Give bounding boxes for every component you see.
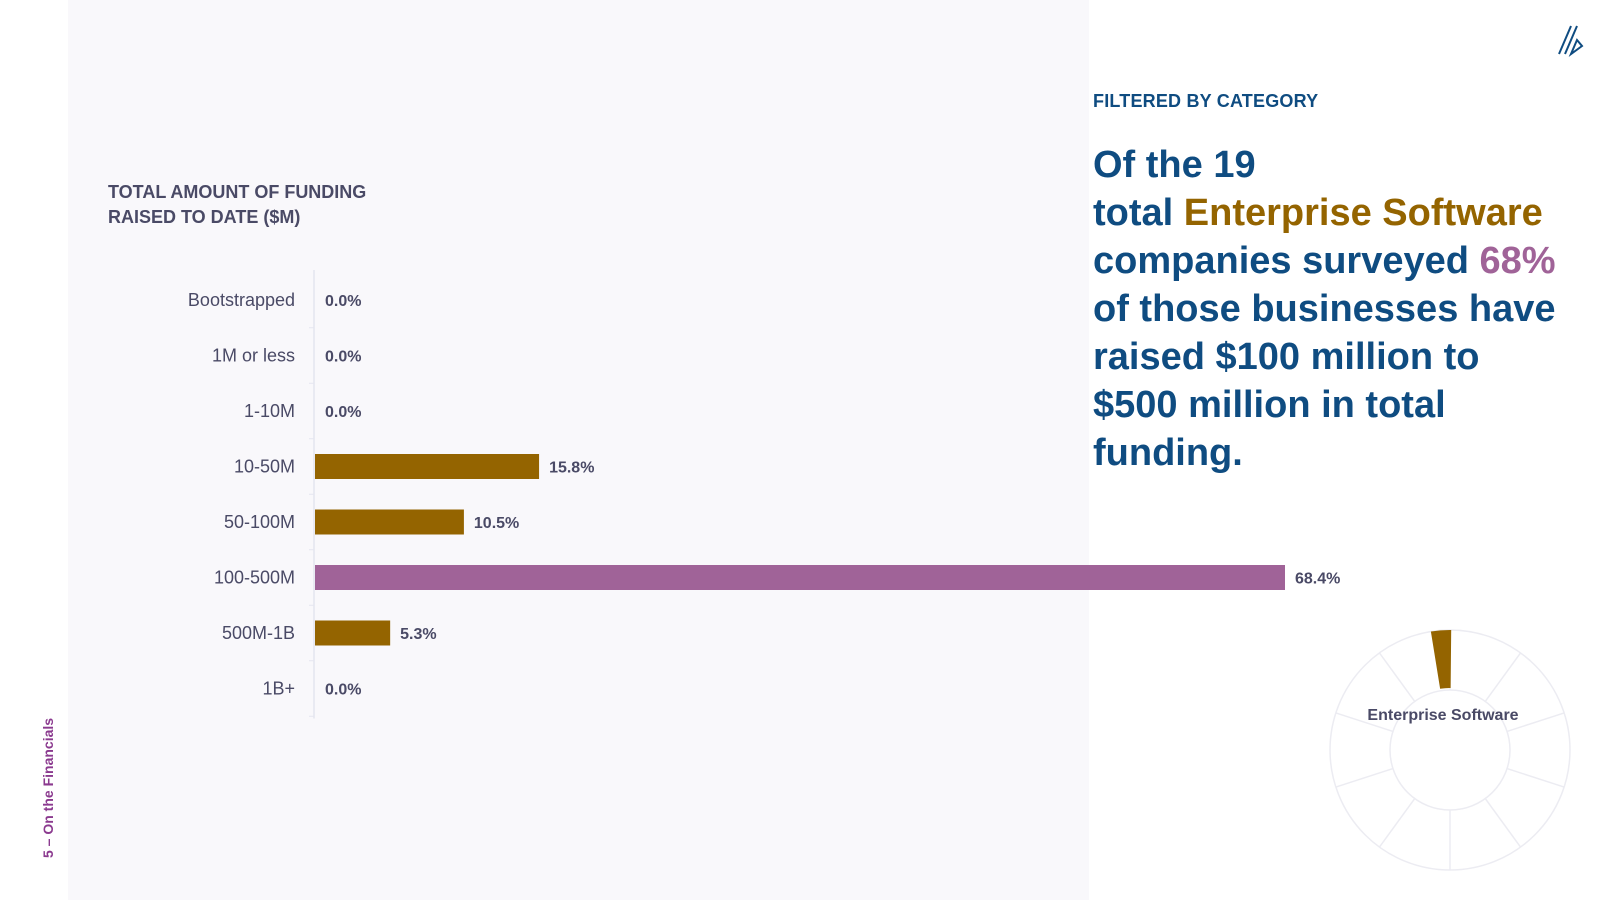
donut-outer-ring: [1329, 629, 1571, 871]
donut-highlight-segment: [1430, 630, 1452, 689]
category-label: 1-10M: [244, 401, 295, 421]
donut-divider: [1484, 798, 1522, 848]
headline-part1: Of the 19: [1093, 144, 1256, 186]
bar: [315, 454, 540, 479]
headline-part3: companies surveyed: [1093, 240, 1480, 282]
donut-divider: [1506, 712, 1565, 733]
category-donut: [1329, 629, 1571, 871]
value-label: 0.0%: [325, 404, 361, 421]
category-label: 10-50M: [234, 457, 295, 477]
value-label: 10.5%: [474, 515, 519, 532]
donut-divider: [1506, 767, 1565, 788]
value-label: 0.0%: [325, 682, 361, 699]
bar: [315, 620, 391, 646]
filter-label: FILTERED BY CATEGORY: [1093, 91, 1319, 111]
headline-category: Enterprise Software: [1183, 192, 1543, 234]
chart-title: TOTAL AMOUNT OF FUNDING RAISED TO DATE (…: [108, 182, 367, 227]
headline-part4: of those businesses have raised $100 mil…: [1093, 288, 1556, 474]
category-label: 100-500M: [214, 568, 295, 588]
category-label: 1B+: [262, 679, 295, 699]
headline-percent: 68%: [1479, 240, 1556, 282]
category-label: Bootstrapped: [188, 290, 295, 310]
headline-part2: total: [1093, 192, 1184, 234]
logo-icon: [1558, 25, 1584, 57]
donut-divider: [1378, 652, 1416, 702]
donut-divider: [1484, 652, 1522, 702]
category-label: 500M-1B: [222, 623, 295, 643]
donut-divider: [1335, 767, 1394, 788]
funding-bar-chart: Bootstrapped 0.0% 1M or less 0.0% 1-10M 0.0% 1…: [188, 270, 1340, 719]
category-label: 50-100M: [224, 512, 295, 532]
value-label: 5.3%: [400, 626, 436, 643]
bar: [315, 509, 464, 535]
chart-panel: [68, 0, 1089, 900]
bar: [315, 565, 1285, 590]
value-label: 0.0%: [325, 293, 361, 310]
donut-divider: [1378, 798, 1416, 848]
value-label: 68.4%: [1295, 571, 1340, 588]
donut-divider: [1335, 712, 1394, 733]
headline: Of the 19 total Enterprise Software compa…: [1093, 141, 1573, 477]
value-label: 0.0%: [325, 349, 361, 366]
category-label: 1M or less: [212, 346, 295, 366]
value-label: 15.8%: [549, 460, 594, 477]
donut-inner-ring: [1389, 689, 1511, 811]
donut-label: Enterprise Software: [1367, 707, 1519, 724]
